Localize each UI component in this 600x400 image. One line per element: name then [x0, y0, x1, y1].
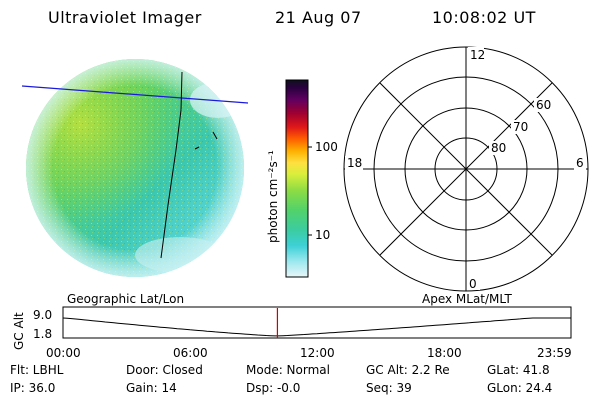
timeline-frame: [62, 306, 572, 339]
lat-label-70: 70: [513, 120, 528, 134]
label-bg: [511, 120, 529, 134]
intensity-colorbar: 100 10 photon cm⁻²s⁻¹: [266, 79, 338, 278]
mlt-label-0: 0: [469, 277, 477, 291]
time-axis: 00:00 06:00 12:00 18:00 23:59: [46, 346, 572, 360]
lat-label-60: 60: [536, 98, 551, 112]
label-bg: [489, 141, 507, 155]
filter-status: Flt: LBHL: [10, 363, 64, 377]
colorbar-unit-label: photon cm⁻²s⁻¹: [266, 150, 280, 243]
altitude-tick-min: 1.8: [33, 327, 52, 341]
time-tick-label: 23:59: [537, 346, 572, 360]
coast-mark-2: [194, 146, 200, 150]
instrument-title: Ultraviolet Imager: [48, 8, 202, 27]
label-bg: [345, 156, 363, 170]
time-tick-label: 00:00: [46, 346, 81, 360]
label-bg: [468, 277, 480, 290]
label-bg: [534, 98, 552, 112]
coast-mark-1: [212, 131, 218, 140]
limb-glow: [26, 59, 244, 277]
mlt-label-12: 12: [470, 48, 485, 62]
polar-grid: [343, 46, 589, 292]
sequence-status: Seq: 39: [366, 381, 412, 395]
mlt-label-18: 18: [347, 156, 362, 170]
altitude-tick-max: 9.0: [33, 308, 52, 322]
altitude-axis-label: GC Alt: [12, 312, 26, 350]
label-bg: [574, 156, 586, 170]
limb-fade-bottom: [135, 237, 225, 273]
label-bg: [468, 47, 484, 61]
time-tick-label: 18:00: [427, 346, 462, 360]
gc-altitude-status: GC Alt: 2.2 Re: [366, 363, 450, 377]
altitude-curve: [62, 317, 571, 337]
ip-status: IP: 36.0: [10, 381, 56, 395]
geographic-longitude: GLon: 24.4: [487, 381, 553, 395]
gain-status: Gain: 14: [126, 381, 177, 395]
time-tick-label: 12:00: [300, 346, 335, 360]
lat-label-80: 80: [491, 141, 506, 155]
mlt-diagonal-2: [379, 82, 553, 256]
door-status: Door: Closed: [126, 363, 203, 377]
bright-limb-patch: [190, 82, 244, 118]
geographic-latitude: GLat: 41.8: [487, 363, 550, 377]
colorbar-tick-label: 10: [315, 228, 330, 242]
mode-status: Mode: Normal: [246, 363, 330, 377]
time-tick-label: 06:00: [173, 346, 208, 360]
observation-date: 21 Aug 07: [275, 8, 362, 27]
geographic-latitude-line: [21, 85, 249, 104]
mlt-label-6: 6: [576, 156, 584, 170]
observation-time: 10:08:02 UT: [432, 8, 536, 27]
colorbar-tick-label: 100: [315, 140, 338, 154]
altitude-timeline: Geographic Lat/Lon Apex MLat/MLT GC Alt …: [12, 292, 572, 360]
dsp-status: Dsp: -0.0: [246, 381, 301, 395]
geographic-meridian-line: [160, 71, 183, 259]
panel-title-geographic: Geographic Lat/Lon: [67, 292, 184, 306]
colorbar-scale: [285, 79, 309, 278]
auroral-image: [21, 59, 249, 277]
polar-labels: 12 18 6 0 60 70 80: [345, 47, 586, 291]
panel-title-apex: Apex MLat/MLT: [422, 292, 512, 306]
